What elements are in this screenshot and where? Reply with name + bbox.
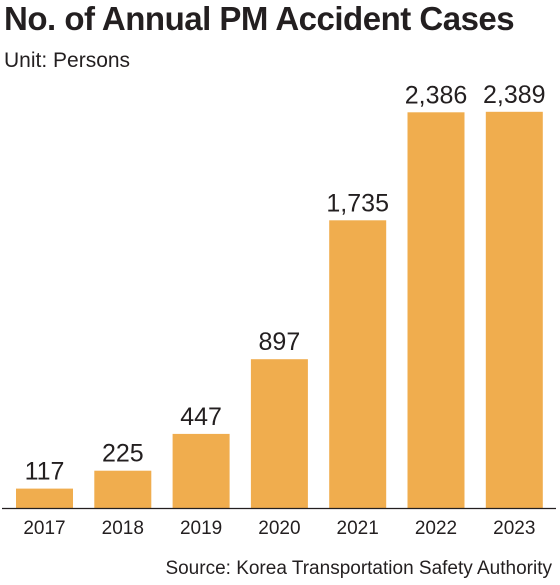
bar-2017 <box>16 488 73 508</box>
x-tick-2020: 2020 <box>258 518 300 539</box>
value-label-2021: 1,735 <box>326 189 389 217</box>
bar-2019 <box>172 433 230 508</box>
bar-2021 <box>329 220 387 509</box>
value-label-2022: 2,386 <box>405 81 468 109</box>
value-label-2018: 225 <box>102 440 144 468</box>
chart-title: No. of Annual PM Accident Cases <box>4 0 515 37</box>
value-labels: 117 225 447 897 1,735 2,386 2,389 <box>25 81 546 486</box>
bar-2018 <box>94 470 152 508</box>
bar-2022 <box>407 112 465 509</box>
bar-2023 <box>485 111 543 509</box>
x-tick-2022: 2022 <box>415 518 457 539</box>
x-tick-2019: 2019 <box>180 518 222 539</box>
unit-label: Unit: Persons <box>4 49 131 72</box>
x-tick-2023: 2023 <box>493 518 535 539</box>
value-label-2020: 897 <box>259 328 301 356</box>
x-tick-2021: 2021 <box>337 518 379 539</box>
x-tick-labels: 2017 2018 2019 2020 2021 2022 2023 <box>23 518 535 539</box>
value-label-2017: 117 <box>25 458 65 486</box>
source-note: Source: Korea Transportation Safety Auth… <box>165 558 552 579</box>
bars-group <box>16 111 543 509</box>
bar-2020 <box>250 359 308 508</box>
x-tick-2018: 2018 <box>102 518 144 539</box>
value-label-2023: 2,389 <box>483 81 546 109</box>
value-label-2019: 447 <box>180 403 222 431</box>
x-tick-2017: 2017 <box>23 518 65 539</box>
